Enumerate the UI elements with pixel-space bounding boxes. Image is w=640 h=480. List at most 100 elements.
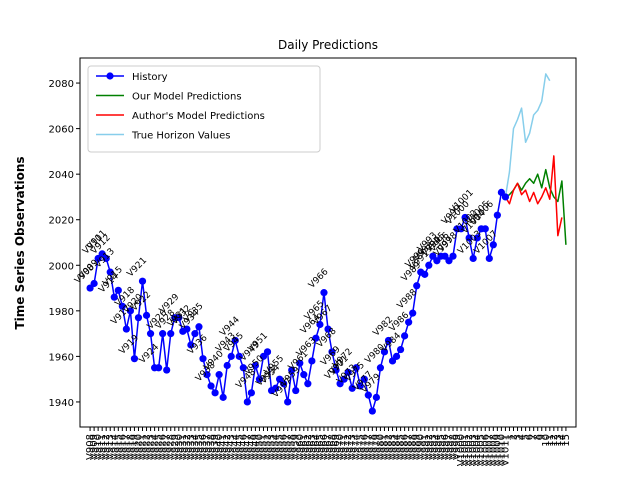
history-point xyxy=(142,311,151,319)
history-point xyxy=(493,211,501,219)
x-tick-label: V998 xyxy=(448,434,459,460)
history-point xyxy=(247,389,255,397)
x-tick-label: V980 xyxy=(375,434,386,460)
x-tick-label: V934 xyxy=(190,434,201,460)
x-tick-label: V989 xyxy=(412,434,423,460)
y-tick-label: 1960 xyxy=(49,352,74,363)
x-tick-label: V932 xyxy=(182,434,193,460)
legend-label: True Horizon Values xyxy=(131,131,231,142)
x-tick-label: V964 xyxy=(311,434,322,460)
x-tick-label: V984 xyxy=(392,434,403,460)
x-tick-label: V937 xyxy=(202,434,213,460)
x-tick-label: V997 xyxy=(444,434,455,460)
x-tick-label: V958 xyxy=(287,434,298,460)
history-point xyxy=(308,357,316,365)
history-point xyxy=(126,307,135,315)
history-point xyxy=(288,366,296,374)
x-tick-label: V951 xyxy=(258,434,269,460)
history-point xyxy=(344,368,352,376)
x-tick-label: V996 xyxy=(440,434,451,460)
x-tick-label: V948 xyxy=(246,434,257,460)
x-tick-label: V971 xyxy=(339,434,350,460)
history-point xyxy=(300,371,308,379)
history-point xyxy=(485,254,493,263)
x-tick-label: V938 xyxy=(206,434,217,460)
history-point xyxy=(159,330,167,338)
history-point xyxy=(284,398,292,406)
history-point xyxy=(231,336,239,345)
history-point xyxy=(501,193,510,201)
x-tick-label: V995 xyxy=(436,434,447,460)
x-tick-label: V1000 xyxy=(456,434,467,466)
x-tick-label: V993 xyxy=(428,434,439,460)
history-point xyxy=(114,286,122,294)
x-tick-label: V954 xyxy=(271,434,282,460)
x-tick-label: V942 xyxy=(222,434,233,460)
x-tick-label: V909 xyxy=(89,434,100,460)
x-tick-label: 6 xyxy=(525,434,536,440)
x-tick-label: V985 xyxy=(396,434,407,460)
x-tick-label: V953 xyxy=(267,434,278,460)
history-point xyxy=(384,336,393,345)
x-tick-label: V940 xyxy=(214,434,225,460)
x-tick-label: V945 xyxy=(234,434,245,460)
x-tick-label: V955 xyxy=(275,434,286,460)
x-tick-label: V1007 xyxy=(484,434,495,466)
history-point xyxy=(251,361,260,370)
history-point xyxy=(90,279,98,288)
history-point xyxy=(239,364,247,372)
x-tick-label: V917 xyxy=(121,434,132,460)
history-point xyxy=(255,375,264,383)
x-tick-label: V957 xyxy=(283,434,294,460)
x-tick-label: 3 xyxy=(513,434,524,440)
history-point xyxy=(396,345,405,354)
x-tick-label: V930 xyxy=(174,434,185,460)
history-point xyxy=(292,386,300,395)
x-tick-label: V939 xyxy=(210,434,221,460)
history-point xyxy=(106,268,114,276)
x-tick-label: V961 xyxy=(299,434,310,460)
x-tick-label: V918 xyxy=(125,434,136,460)
x-tick-label: V969 xyxy=(331,434,342,460)
x-tick-label: V925 xyxy=(154,434,165,460)
history-point xyxy=(457,225,465,233)
x-tick-label: V977 xyxy=(363,434,374,460)
x-tick-label: V990 xyxy=(416,434,427,460)
history-point xyxy=(421,270,429,278)
history-point xyxy=(195,323,203,331)
x-tick-label: 7 xyxy=(529,434,540,440)
history-point xyxy=(409,309,417,317)
history-point xyxy=(312,334,320,342)
x-tick-label: V1003 xyxy=(468,434,479,466)
x-tick-label: V986 xyxy=(400,434,411,460)
history-point xyxy=(183,325,191,333)
x-tick-label: V976 xyxy=(359,434,370,460)
history-point xyxy=(405,318,413,326)
history-point xyxy=(372,393,380,401)
x-tick-label: 10 xyxy=(541,434,552,447)
x-tick-label: V999 xyxy=(452,434,463,460)
history-point xyxy=(175,314,183,322)
history-point xyxy=(134,314,143,322)
x-tick-label: V1005 xyxy=(476,434,487,466)
legend-label: History xyxy=(132,72,168,83)
x-tick-label: V923 xyxy=(146,434,157,460)
history-point xyxy=(187,341,195,349)
legend-box xyxy=(87,65,321,153)
legend-marker xyxy=(106,72,114,80)
history-point xyxy=(280,380,288,388)
x-tick-label: V1006 xyxy=(480,434,491,466)
series-line-true-horizon-values xyxy=(504,73,551,198)
history-point xyxy=(243,398,251,406)
x-tick-label: V959 xyxy=(291,434,302,460)
x-tick-label: 2 xyxy=(508,434,519,440)
x-tick-label: V962 xyxy=(303,434,314,460)
history-point xyxy=(449,252,457,260)
history-point xyxy=(227,352,235,360)
history-point xyxy=(332,366,340,374)
x-tick-label: V972 xyxy=(343,434,354,460)
x-tick-label: 9 xyxy=(537,434,548,440)
x-tick-label: 14 xyxy=(557,434,568,447)
x-tick-label: V982 xyxy=(383,434,394,460)
